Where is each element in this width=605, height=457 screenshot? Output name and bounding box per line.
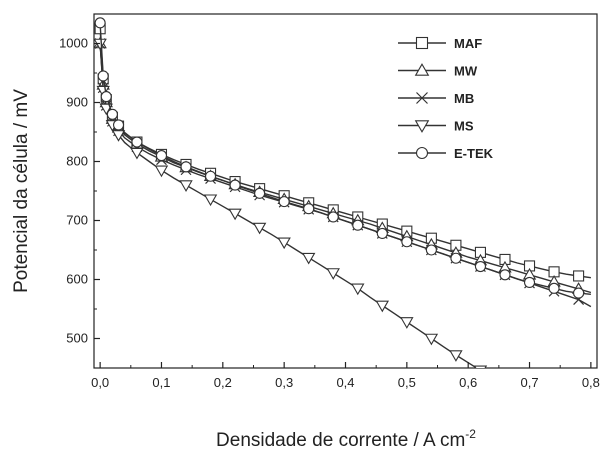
legend-marker-mb bbox=[416, 92, 428, 104]
series-mw bbox=[94, 36, 592, 294]
data-point-ms bbox=[449, 350, 463, 362]
data-point-e-tek bbox=[327, 211, 339, 223]
y-tick-label: 900 bbox=[66, 95, 88, 110]
plot-area-frame bbox=[93, 13, 598, 369]
series-maf bbox=[94, 23, 591, 282]
data-point-e-tek bbox=[97, 70, 109, 82]
data-point-e-tek bbox=[376, 227, 388, 240]
y-tick-label: 1000 bbox=[59, 36, 88, 51]
data-point-ms bbox=[111, 130, 126, 142]
y-tick-label: 600 bbox=[66, 272, 88, 287]
legend: MAF MW MB MS E-TEK bbox=[398, 36, 494, 161]
y-tick-label: 700 bbox=[66, 213, 88, 228]
legend-label: MW bbox=[454, 64, 478, 79]
y-axis-title: Potencial da célula / mV bbox=[11, 89, 32, 293]
y-tick-label: 500 bbox=[66, 331, 88, 346]
legend-label: MS bbox=[454, 119, 474, 134]
data-point-e-tek bbox=[94, 17, 106, 29]
data-point-e-tek bbox=[100, 91, 112, 103]
series-e-tek bbox=[94, 17, 591, 299]
series-line-ms bbox=[99, 43, 478, 368]
data-point-e-tek bbox=[131, 136, 143, 148]
x-tick-label: 0,0 bbox=[91, 375, 109, 390]
data-point-ms bbox=[424, 333, 439, 346]
data-point-e-tek bbox=[548, 282, 560, 294]
x-axis-title-text: Densidade de corrente / A cm bbox=[216, 430, 465, 451]
data-point-ms bbox=[203, 194, 218, 207]
data-point-e-tek bbox=[499, 269, 511, 281]
data-point-e-tek bbox=[155, 150, 168, 162]
data-point-e-tek bbox=[573, 287, 585, 299]
legend-item-e-tek: E-TEK bbox=[398, 146, 494, 161]
data-point-e-tek bbox=[278, 196, 290, 208]
data-point-ms bbox=[375, 300, 390, 313]
data-point-e-tek bbox=[254, 187, 266, 199]
series-mb bbox=[94, 38, 592, 308]
legend-label: MB bbox=[454, 91, 474, 106]
series-line-mw bbox=[99, 43, 592, 294]
data-point-e-tek bbox=[401, 236, 413, 248]
y-axis: 500 600 700 800 900 1000 bbox=[59, 13, 100, 369]
legend-item-mw: MW bbox=[398, 63, 478, 79]
x-tick-label: 0,6 bbox=[459, 375, 477, 390]
data-point-e-tek bbox=[112, 119, 125, 131]
data-point-ms bbox=[94, 38, 107, 51]
legend-marker-e-tek bbox=[415, 146, 429, 160]
legend-item-maf: MAF bbox=[398, 36, 482, 51]
series-ms bbox=[94, 38, 511, 390]
data-point-ms bbox=[228, 208, 242, 221]
data-point-e-tek bbox=[450, 252, 462, 264]
x-tick-label: 0,3 bbox=[275, 375, 293, 390]
series-line-mb bbox=[99, 43, 592, 308]
legend-marker-ms bbox=[414, 120, 430, 133]
data-point-ms bbox=[277, 237, 291, 250]
data-point-ms bbox=[326, 268, 340, 280]
y-tick-label: 800 bbox=[66, 154, 88, 169]
x-tick-label: 0,4 bbox=[336, 375, 354, 390]
legend-item-mb: MB bbox=[398, 91, 474, 106]
x-tick-label: 0,8 bbox=[582, 375, 600, 390]
data-point-ms bbox=[400, 317, 414, 329]
legend-item-ms: MS bbox=[398, 119, 474, 134]
x-tick-label: 0,7 bbox=[520, 375, 538, 390]
data-point-e-tek bbox=[352, 219, 364, 231]
data-point-ms bbox=[179, 180, 193, 192]
data-point-ms bbox=[252, 222, 267, 235]
series-line-e-tek bbox=[99, 22, 591, 295]
x-tick-label: 0,2 bbox=[214, 375, 232, 390]
data-point-ms bbox=[351, 283, 365, 296]
data-point-maf bbox=[573, 270, 585, 282]
series-line-maf bbox=[99, 28, 591, 279]
data-point-e-tek bbox=[106, 108, 118, 120]
x-tick-label: 0,1 bbox=[152, 375, 170, 390]
series-layer bbox=[94, 17, 592, 390]
data-point-ms bbox=[130, 147, 144, 160]
data-point-e-tek bbox=[303, 203, 315, 215]
legend-label: MAF bbox=[454, 36, 482, 51]
x-axis: 0,0 0,1 0,2 0,3 0,4 0,5 0,6 0,7 0,8 bbox=[91, 362, 600, 390]
data-point-ms bbox=[473, 365, 488, 368]
data-point-e-tek bbox=[523, 276, 536, 289]
data-point-ms bbox=[154, 165, 169, 178]
data-point-e-tek bbox=[229, 179, 241, 191]
legend-label: E-TEK bbox=[454, 146, 494, 161]
data-point-e-tek bbox=[204, 170, 217, 182]
x-axis-title-superscript: -2 bbox=[465, 427, 476, 441]
x-tick-label: 0,5 bbox=[398, 375, 416, 390]
legend-marker-maf bbox=[415, 36, 429, 50]
data-point-e-tek bbox=[474, 260, 487, 273]
data-point-ms bbox=[499, 380, 511, 390]
x-axis-title: Densidade de corrente / A cm-2 bbox=[216, 427, 476, 451]
legend-marker-mw bbox=[414, 63, 430, 76]
data-point-e-tek bbox=[425, 244, 437, 256]
data-point-ms bbox=[301, 252, 316, 265]
data-point-e-tek bbox=[180, 161, 192, 173]
